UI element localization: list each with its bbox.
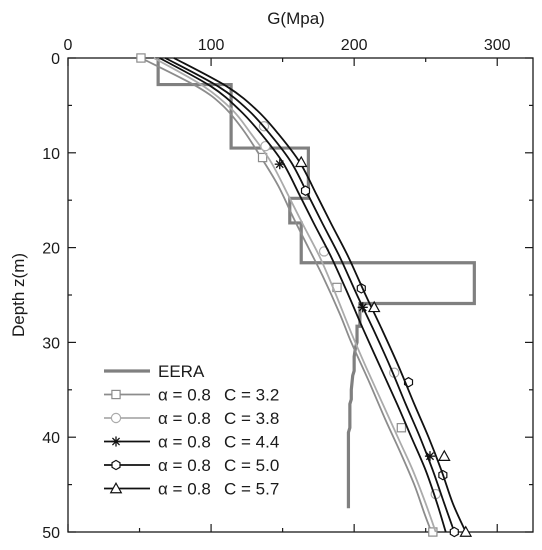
asterisk-stroke (275, 160, 284, 169)
data-point (257, 152, 268, 163)
legend-item: α = 0.8 C = 3.2 (104, 386, 279, 405)
y-tick-label: 30 (42, 335, 60, 352)
legend-label: α = 0.8 (158, 456, 211, 475)
y-tick-label: 10 (42, 146, 60, 163)
legend-item: EERA (104, 362, 205, 381)
plot-frame (67, 57, 534, 533)
y-axis-title: Depth z(m) (9, 253, 28, 337)
asterisk-stroke (111, 437, 121, 446)
legend-marker (110, 436, 122, 447)
series-line (159, 57, 447, 533)
data-point (437, 449, 451, 461)
data-point (459, 525, 473, 537)
legend-item: α = 0.8 C = 4.4 (104, 433, 279, 452)
data-point (274, 159, 285, 170)
x-tick-label: 100 (198, 37, 225, 54)
data-point (449, 526, 459, 538)
legend-item: α = 0.8 C = 5.7 (104, 480, 279, 499)
y-tick-label: 50 (42, 525, 60, 542)
series-0 (156, 58, 476, 509)
x-axis-title: G(Mpa) (267, 9, 325, 28)
y-tick-label: 0 (51, 51, 60, 68)
y-tick-label: 20 (42, 241, 60, 258)
legend-marker (111, 459, 121, 471)
legend-label: α = 0.8 (158, 480, 211, 499)
x-tick-label: 200 (341, 37, 368, 54)
legend-label: C = 5.0 (224, 456, 279, 475)
series-line-eera (156, 58, 476, 509)
y-tick-label: 40 (42, 430, 60, 447)
legend-label: EERA (158, 362, 205, 381)
series-line (173, 57, 467, 533)
series-5 (173, 57, 473, 537)
legend-label: C = 5.7 (224, 480, 279, 499)
legend-label: C = 3.2 (224, 386, 279, 405)
data-point (396, 423, 407, 433)
data-point (294, 155, 308, 168)
axes: 0 100 200 300 0 10 20 30 40 50 (42, 37, 534, 542)
series-layer (136, 53, 476, 538)
series-line (140, 57, 433, 533)
legend-label: C = 3.8 (224, 409, 279, 428)
legend-label: α = 0.8 (158, 433, 211, 452)
data-point (367, 300, 381, 313)
legend-label: C = 4.4 (224, 433, 279, 452)
legend-item: α = 0.8 C = 5.0 (104, 456, 279, 475)
series-line (164, 57, 456, 533)
legend-item: α = 0.8 C = 3.8 (104, 409, 279, 428)
series-line (153, 57, 437, 533)
legend-marker (110, 412, 122, 424)
data-point (300, 185, 311, 197)
legend-label: α = 0.8 (158, 386, 211, 405)
x-tick-label: 0 (64, 37, 73, 54)
legend-marker (111, 389, 121, 400)
legend-marker (109, 481, 123, 494)
legend-label: α = 0.8 (158, 409, 211, 428)
legend: EERA α = 0.8 C = 3.2 α = 0.8 C = 3.8 α = 0.8 C… (104, 362, 279, 499)
data-point (136, 53, 146, 63)
series-1 (136, 53, 438, 537)
x-tick-label: 300 (484, 37, 511, 54)
data-point (428, 527, 438, 537)
